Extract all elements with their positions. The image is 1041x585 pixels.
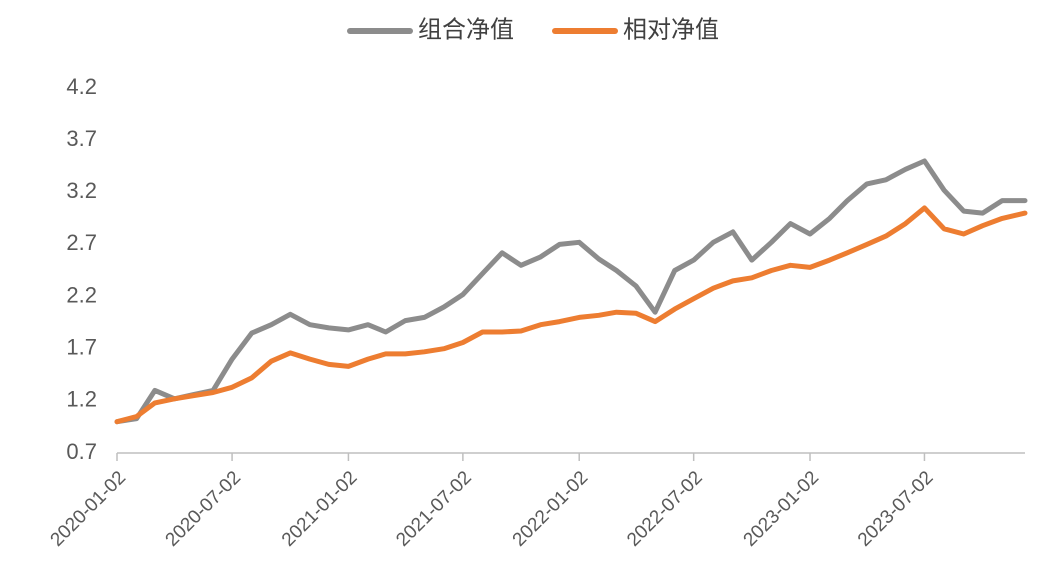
legend-label: 组合净值 (418, 16, 514, 43)
x-tick-label: 2020-07-02 (162, 467, 246, 551)
x-tick-label: 2023-07-02 (854, 467, 938, 551)
y-tick-label: 0.7 (66, 439, 97, 464)
x-tick-label: 2023-01-02 (740, 467, 824, 551)
y-tick-label: 4.2 (66, 74, 97, 99)
series-line (114, 158, 1028, 425)
x-tick-label: 2022-07-02 (623, 467, 707, 551)
x-tick-label: 2020-01-02 (46, 467, 130, 551)
x-tick-label: 2021-01-02 (278, 467, 362, 551)
y-tick-label: 3.2 (66, 178, 97, 203)
y-tick-label: 2.2 (66, 282, 97, 307)
y-tick-label: 2.7 (66, 230, 97, 255)
y-tick-label: 1.2 (66, 387, 97, 412)
x-tick-label: 2022-01-02 (509, 467, 593, 551)
y-tick-label: 1.7 (66, 335, 97, 360)
x-tick-label: 2021-07-02 (392, 467, 476, 551)
legend-label: 相对净值 (623, 16, 719, 43)
series-line (114, 205, 1028, 425)
y-tick-label: 3.7 (66, 126, 97, 151)
